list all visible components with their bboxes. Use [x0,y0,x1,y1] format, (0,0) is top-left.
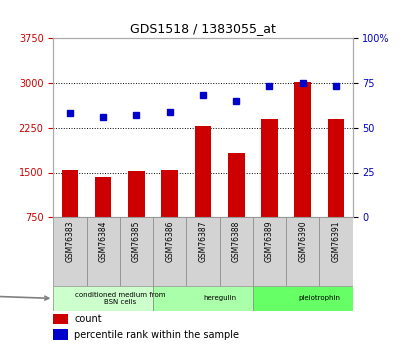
FancyBboxPatch shape [86,217,119,286]
FancyBboxPatch shape [252,217,285,286]
Bar [261,119,277,217]
Text: percentile rank within the sample: percentile rank within the sample [74,330,239,340]
Text: GSM76391: GSM76391 [330,221,339,262]
FancyBboxPatch shape [319,217,352,286]
Text: pleiotrophin: pleiotrophin [298,295,339,302]
Text: heregulin: heregulin [202,295,236,302]
Text: count: count [74,314,101,324]
Bar [128,171,144,217]
Bar [161,170,178,217]
Bar [327,119,344,217]
Text: GSM76385: GSM76385 [132,221,141,262]
FancyBboxPatch shape [285,217,319,286]
Text: GSM76388: GSM76388 [231,221,240,262]
Text: agent: agent [0,290,49,300]
Bar [194,127,211,217]
FancyBboxPatch shape [186,217,219,286]
Bar [53,314,68,324]
Bar [227,154,244,217]
Text: GSM76384: GSM76384 [99,221,108,262]
Text: GSM76387: GSM76387 [198,221,207,262]
Text: GSM76390: GSM76390 [297,221,306,263]
Text: GSM76389: GSM76389 [264,221,273,262]
FancyBboxPatch shape [252,286,352,310]
FancyBboxPatch shape [53,286,153,310]
Bar [94,177,111,217]
FancyBboxPatch shape [219,217,252,286]
Text: conditioned medium from
BSN cells: conditioned medium from BSN cells [74,292,165,305]
Title: GDS1518 / 1383055_at: GDS1518 / 1383055_at [130,22,275,36]
Bar [53,329,68,340]
Bar [61,170,78,217]
Text: GSM76386: GSM76386 [165,221,174,262]
Bar [294,82,310,217]
FancyBboxPatch shape [153,286,252,310]
FancyBboxPatch shape [119,217,153,286]
FancyBboxPatch shape [53,217,86,286]
FancyBboxPatch shape [153,217,186,286]
Text: GSM76383: GSM76383 [65,221,74,262]
